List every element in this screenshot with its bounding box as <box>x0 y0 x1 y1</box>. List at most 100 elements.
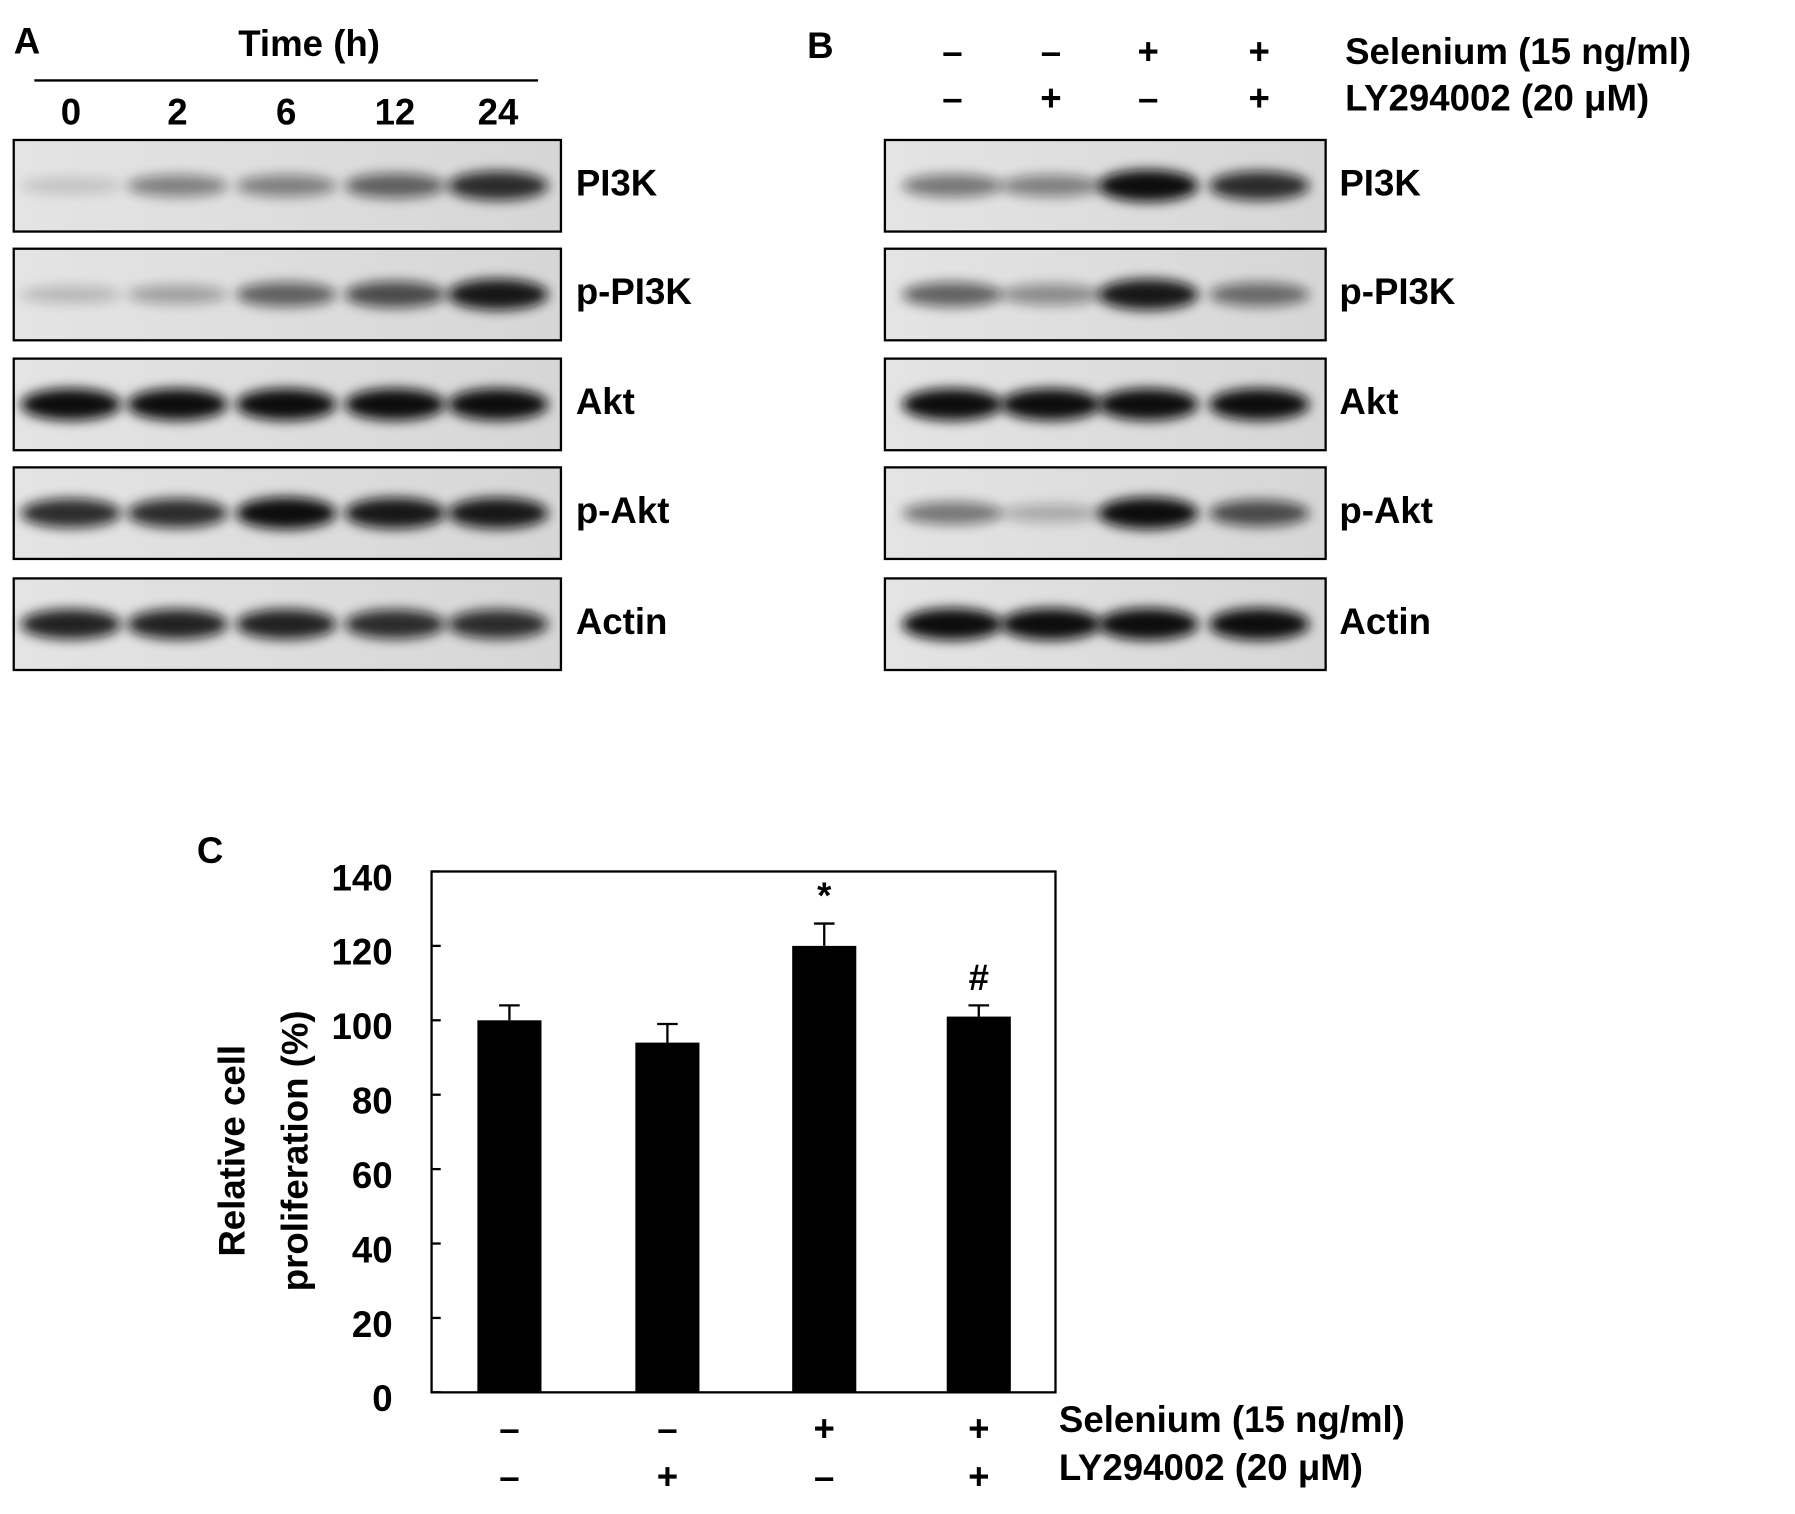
treatment-sign: + <box>1040 78 1061 119</box>
band <box>235 388 337 421</box>
band <box>1000 608 1102 641</box>
y-tick-label: 0 <box>372 1378 392 1419</box>
band <box>902 388 1003 421</box>
treatment-sign: + <box>968 1408 989 1449</box>
y-tick-label: 60 <box>352 1155 393 1196</box>
band <box>235 497 337 530</box>
band <box>902 501 1003 525</box>
treatment-sign: + <box>814 1408 835 1449</box>
band <box>1097 388 1199 421</box>
band <box>20 498 122 528</box>
band <box>344 173 446 199</box>
band <box>1208 499 1310 527</box>
band <box>127 609 228 640</box>
band <box>127 388 228 421</box>
band <box>127 174 228 197</box>
bar <box>477 1020 542 1393</box>
band <box>1208 608 1310 641</box>
band <box>447 171 549 201</box>
lane-label: 12 <box>375 91 416 132</box>
protein-label: Actin <box>576 601 668 642</box>
band <box>235 609 337 640</box>
y-axis-title: Relative cell <box>211 1045 252 1257</box>
plot-frame <box>430 870 1057 1394</box>
band <box>1000 283 1102 306</box>
band <box>235 282 337 307</box>
treatment-sign: + <box>1138 31 1159 72</box>
y-tick-label: 80 <box>352 1081 393 1122</box>
band <box>235 174 337 197</box>
protein-label: p-Akt <box>1339 490 1433 531</box>
treatment-sign: – <box>499 1456 519 1497</box>
protein-label: PI3K <box>576 162 658 203</box>
treatment-sign: – <box>1041 31 1061 72</box>
lane-label: 2 <box>167 91 187 132</box>
treatment-sign: – <box>499 1408 519 1449</box>
band <box>344 281 446 308</box>
treatment-sign: + <box>657 1456 678 1497</box>
panel-label: B <box>807 25 833 66</box>
significance-mark: # <box>969 957 989 998</box>
band <box>447 497 549 529</box>
treatment-name: Selenium (15 ng/ml) <box>1059 1399 1405 1440</box>
band <box>1097 278 1199 311</box>
panel-label: C <box>197 830 223 871</box>
treatment-sign: – <box>814 1456 834 1497</box>
lane-label: 6 <box>276 91 296 132</box>
band <box>344 497 446 529</box>
treatment-sign: + <box>1249 31 1270 72</box>
treatment-name: LY294002 (20 μM) <box>1345 78 1649 119</box>
lane-label: 0 <box>61 91 81 132</box>
panel-label: A <box>14 20 40 61</box>
band <box>1208 282 1310 307</box>
band <box>902 174 1003 198</box>
band <box>447 388 549 421</box>
treatment-sign: – <box>1138 78 1158 119</box>
band <box>344 388 446 421</box>
band <box>1000 174 1102 197</box>
lane-label: 24 <box>478 91 519 132</box>
y-tick-label: 120 <box>332 932 393 973</box>
protein-label: PI3K <box>1339 162 1421 203</box>
band <box>20 285 122 304</box>
band <box>1208 171 1310 201</box>
band <box>902 608 1003 641</box>
band <box>1208 388 1310 421</box>
band <box>1097 608 1199 641</box>
treatment-name: Selenium (15 ng/ml) <box>1345 31 1691 72</box>
treatment-sign: + <box>1249 78 1270 119</box>
y-tick-label: 40 <box>352 1229 393 1270</box>
treatment-sign: + <box>968 1456 989 1497</box>
protein-label: p-PI3K <box>1339 271 1456 312</box>
y-axis-title: proliferation (%) <box>274 1010 315 1291</box>
treatment-sign: – <box>657 1408 677 1449</box>
bar <box>946 1016 1011 1393</box>
band <box>1000 388 1102 421</box>
bar <box>635 1042 700 1393</box>
band <box>20 388 122 421</box>
axis-title: Time (h) <box>238 23 380 64</box>
band <box>1097 497 1199 530</box>
band <box>127 284 228 305</box>
protein-label: Akt <box>576 381 635 422</box>
band <box>447 278 549 311</box>
band <box>447 609 549 639</box>
band <box>344 609 446 639</box>
y-tick-label: 20 <box>352 1304 393 1345</box>
treatment-name: LY294002 (20 μM) <box>1059 1447 1363 1488</box>
band <box>1000 504 1102 523</box>
bar <box>792 945 857 1393</box>
y-tick-label: 100 <box>332 1006 393 1047</box>
band <box>1097 169 1199 202</box>
band <box>20 177 122 195</box>
protein-label: Actin <box>1339 601 1431 642</box>
protein-label: p-Akt <box>576 490 670 531</box>
significance-mark: * <box>817 875 832 916</box>
protein-label: Akt <box>1339 381 1398 422</box>
band <box>20 609 122 640</box>
protein-label: p-PI3K <box>576 271 693 312</box>
band <box>902 282 1003 307</box>
treatment-sign: – <box>942 31 962 72</box>
treatment-sign: – <box>942 78 962 119</box>
